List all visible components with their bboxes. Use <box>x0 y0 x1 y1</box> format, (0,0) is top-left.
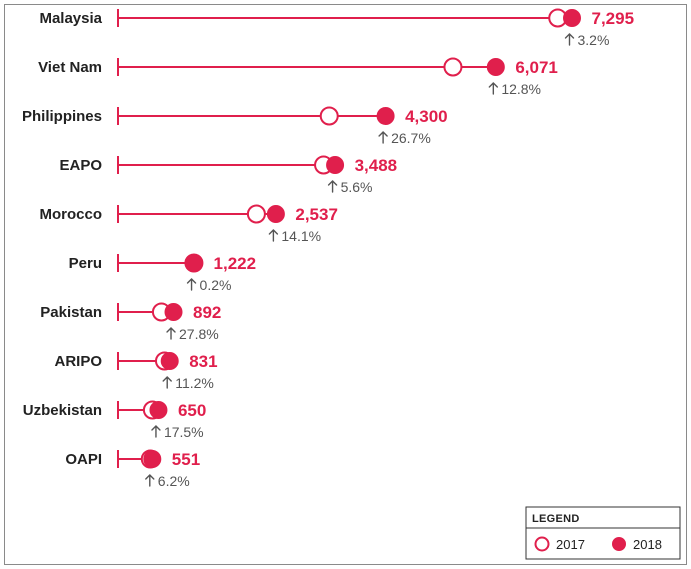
legend-title: LEGEND <box>532 513 580 525</box>
category-label: Uzbekistan <box>23 402 102 419</box>
value-label: 1,222 <box>214 254 257 273</box>
category-label: Malaysia <box>39 10 102 27</box>
category-label: OAPI <box>65 451 102 468</box>
chart-frame <box>4 4 687 565</box>
value-label: 650 <box>178 401 206 420</box>
legend-label-2018: 2018 <box>633 537 662 552</box>
category-label: Pakistan <box>40 304 102 321</box>
point-2018 <box>185 254 204 272</box>
value-label: 2,537 <box>295 205 338 224</box>
point-2018 <box>164 303 183 321</box>
point-2017 <box>443 57 463 77</box>
point-2017 <box>246 204 266 224</box>
category-label: Morocco <box>39 206 102 223</box>
category-label: Viet Nam <box>38 59 102 76</box>
change-label: 12.8% <box>501 81 541 97</box>
change-label: 3.2% <box>578 32 610 48</box>
change-label: 5.6% <box>341 179 373 195</box>
arrow-up-icon <box>488 82 499 95</box>
arrow-up-icon <box>166 327 176 340</box>
change-label: 0.2% <box>200 277 232 293</box>
point-2018 <box>149 401 168 419</box>
change-label: 6.2% <box>158 473 190 489</box>
change-label: 14.1% <box>281 228 321 244</box>
category-label: Philippines <box>22 108 102 125</box>
point-2018 <box>160 352 179 370</box>
arrow-up-icon <box>162 376 172 389</box>
value-label: 4,300 <box>405 107 448 126</box>
arrow-up-icon <box>268 229 279 242</box>
category-label: Peru <box>69 255 102 272</box>
change-label: 27.8% <box>179 326 219 342</box>
value-label: 7,295 <box>592 9 635 28</box>
point-2018 <box>563 9 581 27</box>
value-label: 6,071 <box>515 58 558 77</box>
value-label: 892 <box>193 303 221 322</box>
point-2018 <box>266 205 285 223</box>
category-label: EAPO <box>59 157 102 174</box>
legend-box <box>525 506 681 560</box>
change-label: 26.7% <box>391 130 431 146</box>
change-label: 17.5% <box>164 424 204 440</box>
arrow-up-icon <box>564 33 575 46</box>
value-label: 551 <box>172 450 200 469</box>
change-label: 11.2% <box>175 375 214 391</box>
point-2018 <box>486 58 505 76</box>
legend-marker-2018 <box>612 537 626 551</box>
arrow-up-icon <box>327 180 338 193</box>
legend-marker-2017 <box>534 536 550 552</box>
legend-label-2017: 2017 <box>556 537 585 552</box>
arrow-up-icon <box>151 425 161 438</box>
arrow-up-icon <box>186 278 197 291</box>
point-2018 <box>143 450 162 468</box>
point-2018 <box>376 107 395 125</box>
value-label: 831 <box>189 352 217 371</box>
category-label: ARIPO <box>54 353 102 370</box>
point-2017 <box>319 106 339 126</box>
value-label: 3,488 <box>355 156 398 175</box>
arrow-up-icon <box>378 131 388 144</box>
arrow-up-icon <box>145 474 155 487</box>
point-2018 <box>326 156 345 174</box>
